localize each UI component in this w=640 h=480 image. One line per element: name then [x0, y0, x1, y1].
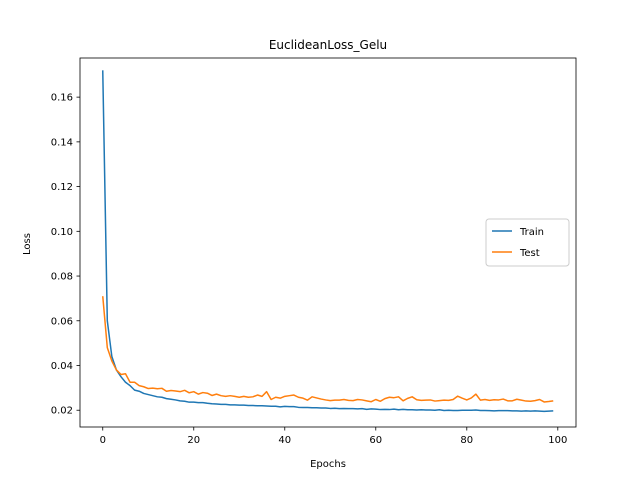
chart-title: EuclideanLoss_Gelu: [269, 38, 387, 52]
x-tick-label: 20: [187, 435, 200, 446]
y-tick-label: 0.06: [51, 316, 73, 327]
legend-label-train: Train: [519, 227, 544, 238]
y-axis-label: Loss: [22, 233, 33, 255]
x-axis-label: Epochs: [310, 459, 346, 470]
x-tick-label: 100: [548, 435, 567, 446]
y-axis: 0.02 0.04 0.06 0.08 0.10 0.12 0.14 0.16: [51, 93, 80, 417]
x-tick-label: 40: [278, 435, 291, 446]
y-tick-label: 0.04: [51, 361, 73, 372]
legend: Train Test: [485, 218, 570, 267]
x-tick-label: 0: [100, 435, 106, 446]
y-tick-label: 0.10: [51, 227, 73, 238]
x-axis: 0 20 40 60 80 100: [100, 427, 567, 446]
series-line-train: [102, 70, 554, 413]
series-line-test: [102, 296, 554, 403]
y-tick-label: 0.02: [51, 406, 73, 417]
x-tick-label: 60: [369, 435, 382, 446]
series-layer: [102, 70, 554, 413]
plot-frame: [79, 57, 577, 428]
y-tick-label: 0.14: [51, 137, 73, 148]
y-tick-label: 0.08: [51, 272, 73, 283]
y-tick-label: 0.12: [51, 182, 73, 193]
y-tick-label: 0.16: [51, 93, 73, 104]
legend-label-test: Test: [519, 248, 540, 259]
plot-area: [79, 57, 577, 428]
x-tick-label: 80: [460, 435, 473, 446]
